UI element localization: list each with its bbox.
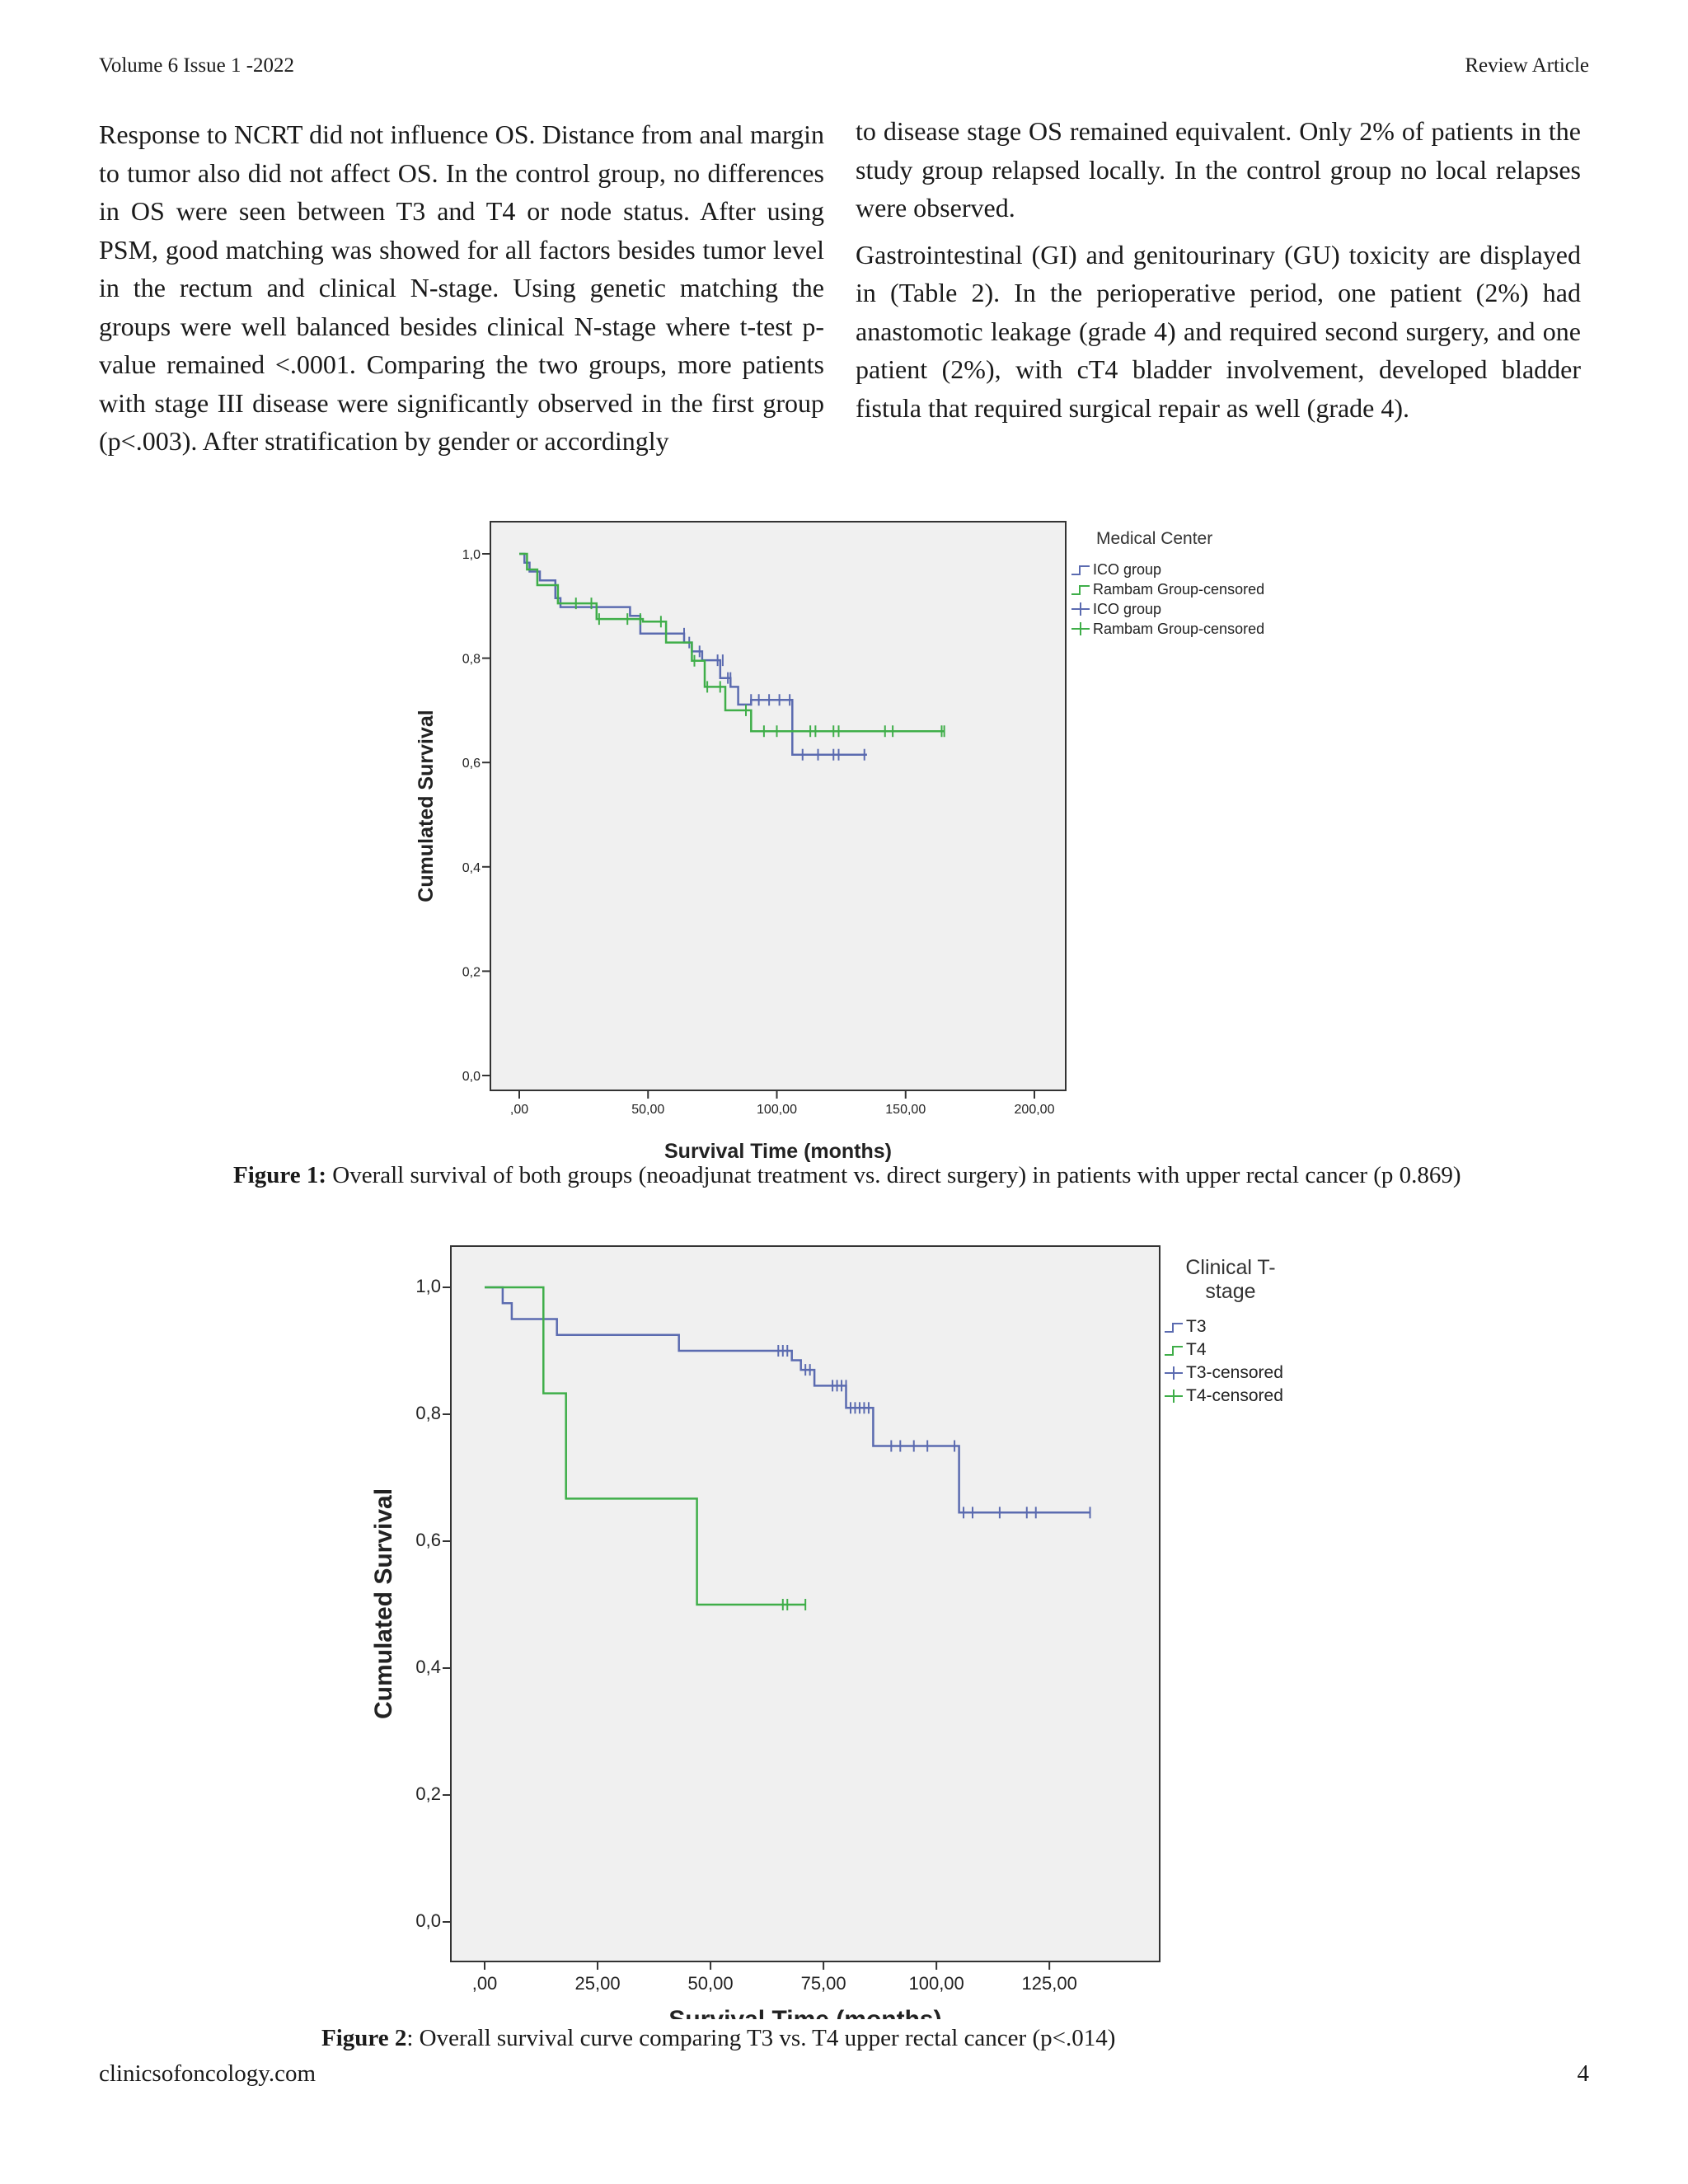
y-tick-label: 0,8 <box>415 1403 441 1423</box>
legend-title: Clinical T- <box>1185 1256 1275 1279</box>
legend-entry: T4 <box>1186 1340 1207 1359</box>
running-header-volume: Volume 6 Issue 1 -2022 <box>99 54 295 77</box>
x-tick-label: 25,00 <box>575 1973 621 1994</box>
paragraph: to disease stage OS remained equivalent.… <box>856 116 1581 223</box>
y-tick-label: 0,0 <box>415 1910 441 1931</box>
x-tick-label: 150,00 <box>885 1103 926 1117</box>
y-tick-label: 1,0 <box>462 548 481 562</box>
legend-entry: T3-censored <box>1186 1363 1283 1382</box>
legend-entry: T3 <box>1186 1317 1207 1336</box>
legend-line-swatch <box>1165 1323 1183 1333</box>
y-tick-label: 0,4 <box>462 861 481 875</box>
x-axis-label: Survival Time (months) <box>668 2006 941 2019</box>
paragraph: Gastrointestinal (GI) and genitourinary … <box>856 239 1581 423</box>
x-tick-label: 100,00 <box>757 1103 797 1117</box>
legend-entry: Rambam Group-censored <box>1093 621 1264 637</box>
x-tick-label: 100,00 <box>908 1973 964 1994</box>
legend-entry: T4-censored <box>1186 1386 1283 1405</box>
legend-entry: ICO group <box>1093 601 1161 617</box>
survival-curve <box>485 1286 1090 1514</box>
figure-2-chart: 0,0 0,2 0,4 0,6 0,8 1,0 ,00 25,00 50,00 75,00 100,… <box>370 1245 1283 2019</box>
figure-1-caption: Figure 1: Overall survival of both group… <box>233 1160 1461 1190</box>
y-tick-label: 0,2 <box>462 965 481 979</box>
legend-line-swatch <box>1071 565 1090 575</box>
figure-2-caption-text: : Overall survival curve comparing T3 vs… <box>406 2025 1116 2051</box>
x-tick-label: ,00 <box>510 1103 528 1117</box>
footer-website: clinicsofoncology.com <box>99 2060 316 2087</box>
x-tick-label: 200,00 <box>1015 1103 1055 1117</box>
x-tick-label: 125,00 <box>1022 1973 1077 1994</box>
y-tick-label: 0,4 <box>415 1657 441 1677</box>
y-tick-label: 0,8 <box>462 653 481 667</box>
figure-1-caption-text: Overall survival of both groups (neoadju… <box>326 1162 1461 1188</box>
legend-line-swatch <box>1071 585 1090 595</box>
legend-entry: ICO group <box>1093 561 1161 578</box>
legend-line-swatch <box>1165 1346 1183 1356</box>
body-column-left: Response to NCRT did not influence OS. D… <box>99 115 824 469</box>
x-tick-label: ,00 <box>472 1973 498 1994</box>
figure-2-label: Figure 2 <box>321 2025 407 2051</box>
legend-entry: Rambam Group-censored <box>1093 581 1264 598</box>
legend-title: Medical Center <box>1096 529 1212 548</box>
x-tick-label: 50,00 <box>688 1973 734 1994</box>
survival-curve <box>485 1286 806 1606</box>
y-tick-label: 0,0 <box>462 1070 481 1084</box>
running-header-article-type: Review Article <box>1465 54 1589 77</box>
y-tick-label: 1,0 <box>415 1276 441 1296</box>
x-tick-label: 50,00 <box>631 1103 664 1117</box>
survival-curve <box>519 552 945 733</box>
page-number: 4 <box>1577 2060 1590 2087</box>
x-axis-label: Survival Time (months) <box>664 1140 892 1162</box>
body-column-right: to disease stage OS remained equivalent.… <box>856 112 1581 435</box>
y-tick-label: 0,2 <box>415 1783 441 1804</box>
y-axis-label: Cumulated Survival <box>415 710 438 902</box>
figure-1-label: Figure 1: <box>233 1162 327 1188</box>
x-tick-label: 75,00 <box>801 1973 846 1994</box>
legend-title: stage <box>1205 1280 1255 1303</box>
paragraph: Response to NCRT did not influence OS. D… <box>99 120 824 456</box>
y-tick-label: 0,6 <box>415 1530 441 1550</box>
y-tick-label: 0,6 <box>462 757 481 771</box>
figure-2-caption: Figure 2: Overall survival curve compari… <box>321 2023 1115 2053</box>
figure-1-chart: 0,0 0,2 0,4 0,6 0,8 1,0 ,00 50,00 100,00 150,00 20… <box>415 521 1264 1162</box>
plot-area <box>490 521 1067 1091</box>
y-axis-label: Cumulated Survival <box>370 1488 397 1719</box>
